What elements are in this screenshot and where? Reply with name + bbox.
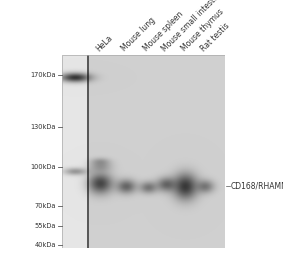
Text: HeLa: HeLa [94,33,114,53]
Text: 55kDa: 55kDa [35,223,56,229]
Text: Rat testis: Rat testis [199,21,231,53]
Text: Mouse small intestine: Mouse small intestine [160,0,226,53]
Text: Mouse spleen: Mouse spleen [142,10,185,53]
Text: 170kDa: 170kDa [30,72,56,78]
Text: 40kDa: 40kDa [35,242,56,248]
Text: 70kDa: 70kDa [35,203,56,209]
Text: 130kDa: 130kDa [31,124,56,130]
Text: 100kDa: 100kDa [30,164,56,169]
Text: CD168/RHAMM: CD168/RHAMM [231,182,283,191]
Text: Mouse lung: Mouse lung [120,16,158,53]
Text: Mouse thymus: Mouse thymus [179,7,225,53]
